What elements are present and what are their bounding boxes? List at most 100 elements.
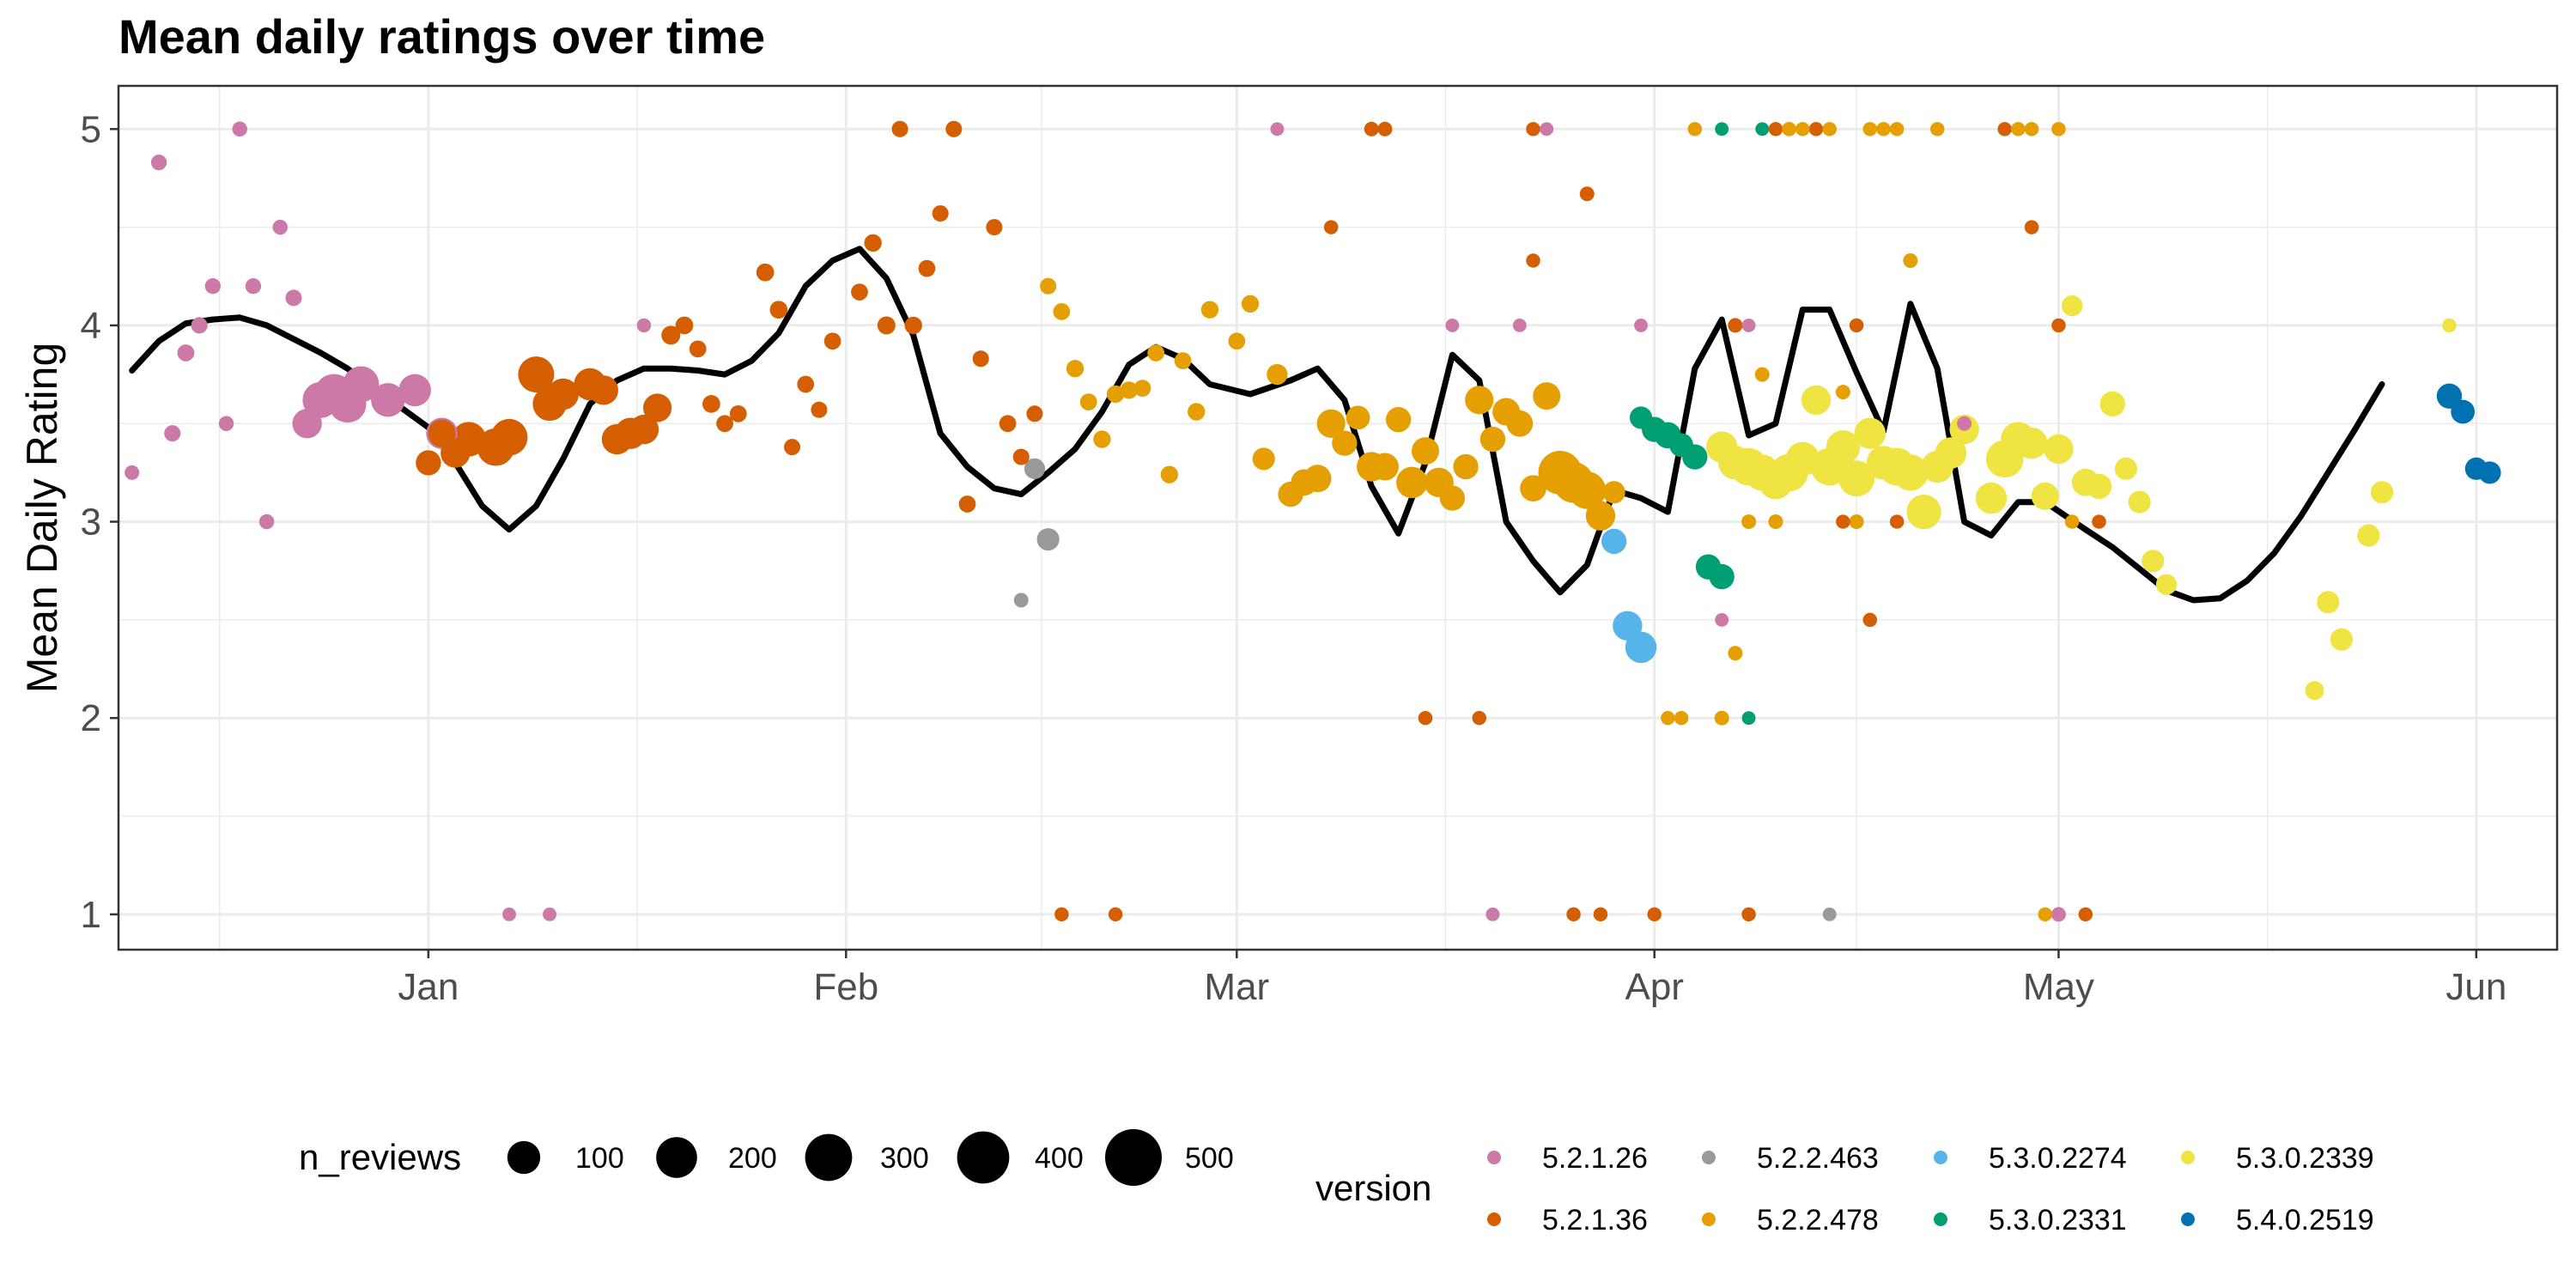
data-point (1533, 382, 1561, 410)
data-point (2330, 628, 2354, 651)
data-point (398, 374, 431, 407)
data-point (204, 278, 221, 295)
data-point (1472, 710, 1486, 726)
data-point (1836, 514, 1850, 529)
data-point (2011, 122, 2026, 137)
data-point (1957, 416, 1972, 431)
data-point (2451, 399, 2476, 424)
color-legend-label: 5.3.0.2331 (1989, 1204, 2127, 1236)
x-axis: Jan Feb Mar Apr May Jun (398, 950, 2506, 1008)
data-point (601, 423, 633, 455)
color-legend-key (1702, 1151, 1716, 1164)
data-point (1316, 409, 1346, 438)
data-point (164, 425, 181, 442)
data-point (1566, 907, 1581, 922)
data-point (756, 263, 775, 282)
data-point (1741, 907, 1756, 922)
data-point (1854, 417, 1886, 449)
data-point (1782, 122, 1796, 137)
data-point (1601, 528, 1627, 555)
data-point (636, 318, 652, 333)
data-point (547, 378, 580, 410)
data-point (2099, 391, 2125, 417)
x-tick-label: May (2023, 966, 2094, 1008)
x-tick-label: Apr (1625, 966, 1683, 1008)
data-point (1267, 363, 1288, 386)
data-point (1661, 710, 1675, 726)
data-point (1323, 220, 1339, 234)
data-point (1200, 301, 1219, 319)
data-point (543, 907, 557, 921)
data-point (1674, 710, 1689, 726)
color-legend-label: 5.3.0.2339 (2236, 1142, 2374, 1175)
color-legend-label: 5.2.2.463 (1757, 1142, 1879, 1175)
data-point (1012, 448, 1030, 465)
color-legend-key (1487, 1151, 1501, 1164)
data-point (1822, 907, 1837, 921)
data-point (1714, 710, 1729, 726)
data-point (1862, 122, 1878, 137)
y-tick-label: 2 (81, 697, 101, 739)
data-point (999, 415, 1017, 433)
data-point (232, 121, 247, 137)
size-legend-key (507, 1140, 541, 1175)
data-point (1838, 460, 1875, 497)
data-point (2478, 461, 2501, 484)
data-point (1634, 318, 1648, 332)
color-legend-label: 5.4.0.2519 (2236, 1204, 2374, 1236)
data-point (797, 375, 815, 393)
data-point (1540, 122, 1554, 137)
data-point (864, 234, 882, 252)
data-point (716, 415, 733, 433)
data-point (1906, 494, 1941, 530)
data-point (1479, 426, 1506, 453)
data-point (2128, 490, 2151, 513)
data-point (258, 513, 275, 530)
data-point (1705, 431, 1738, 463)
size-legend-key (1105, 1129, 1162, 1186)
data-point (1889, 122, 1905, 137)
size-legend-label: 300 (880, 1142, 929, 1175)
x-tick-label: Mar (1204, 966, 1269, 1008)
data-point (769, 301, 788, 319)
data-point (1174, 352, 1192, 369)
data-point (1066, 360, 1084, 378)
data-point (2086, 473, 2112, 500)
data-point (1768, 122, 1783, 137)
data-point (1370, 453, 1399, 481)
data-point (1768, 514, 1783, 530)
data-point (1835, 385, 1850, 400)
data-point (292, 409, 322, 439)
data-point (1106, 385, 1125, 404)
data-point (2305, 681, 2324, 701)
data-point (918, 259, 936, 277)
data-point (1687, 122, 1703, 137)
size-legend-label: 200 (728, 1142, 777, 1175)
points-layer (125, 120, 2501, 922)
data-point (2024, 220, 2039, 234)
data-point (643, 393, 672, 422)
data-point (689, 340, 707, 358)
data-point (1889, 514, 1905, 529)
data-point (2370, 481, 2394, 504)
x-tick-label: Jan (398, 966, 459, 1008)
data-point (2064, 514, 2080, 529)
color-legend-key (2181, 1212, 2195, 1226)
data-point (1053, 303, 1071, 320)
data-point (1346, 405, 1370, 430)
data-point (1795, 122, 1810, 137)
data-point (371, 383, 405, 417)
data-point (1411, 437, 1439, 465)
data-point (125, 465, 140, 480)
color-legend-label: 5.3.0.2274 (1989, 1142, 2127, 1175)
data-point (1602, 481, 1625, 504)
chart-title: Mean daily ratings over time (118, 9, 765, 64)
data-point (2050, 907, 2066, 922)
data-point (1935, 437, 1967, 469)
data-point (1147, 344, 1165, 361)
data-point (1822, 122, 1837, 137)
data-point (177, 344, 195, 361)
data-point (972, 350, 989, 368)
data-point (2092, 514, 2106, 529)
